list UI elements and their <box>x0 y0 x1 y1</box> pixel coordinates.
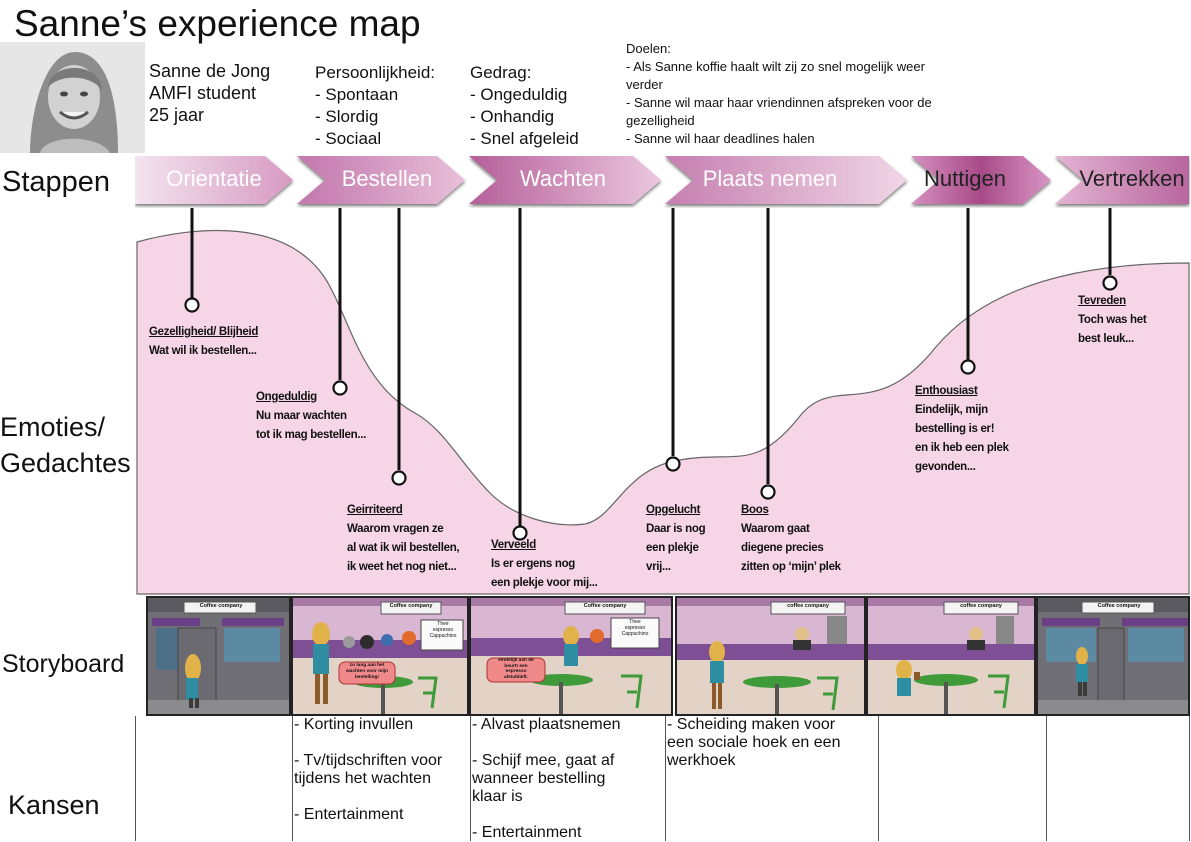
coffee-sign: Coffee company <box>583 603 627 609</box>
kansen-cell-bestellen: - Korting invullen - Tv/tijdschriften vo… <box>292 716 470 841</box>
goals-line: - Als Sanne koffie haalt wilt zij zo sne… <box>626 59 925 74</box>
speech-bubble-order: eindelijk aan de beurt! een espresso als… <box>498 658 534 680</box>
storyboard-panel-vertrekken: Coffee company <box>1036 596 1190 716</box>
emotion-geirriteerd: Geirriteerd Waarom vragen ze al wat ik w… <box>347 504 460 573</box>
step-plaats-nemen: Plaats nemen <box>702 166 838 191</box>
personality-item: - Sociaal <box>315 129 382 148</box>
behavior-item: - Onhandig <box>470 107 555 126</box>
emotion-connectors <box>190 208 1112 526</box>
goals-line: - Sanne wil haar deadlines halen <box>626 131 815 146</box>
persona-details: Sanne de Jong AMFI student 25 jaar <box>149 60 270 126</box>
step-orientatie: Orientatie <box>166 166 262 191</box>
goals-heading: Doelen: <box>626 41 671 56</box>
emotion-enthousiast: Enthousiast Eindelijk, mijn bestelling i… <box>915 385 1009 473</box>
storefront-sign: Coffee company <box>199 603 243 609</box>
behavior-item: - Snel afgeleid <box>470 129 579 148</box>
emotion-ongeduldig: Ongeduldig Nu maar wachten tot ik mag be… <box>256 391 367 441</box>
step-wachten: Wachten <box>519 166 606 191</box>
storefront-sign: Coffee company <box>1097 603 1141 609</box>
behavior-block: Gedrag: - Ongeduldig - Onhandig - Snel a… <box>470 62 579 150</box>
emotion-gezelligheid: Gezelligheid/ Blijheid Wat wil ik bestel… <box>149 326 259 357</box>
menu-board: Thee espresso Cappuchino <box>429 621 457 639</box>
persona-age: 25 jaar <box>149 105 205 125</box>
persona-photo <box>0 42 145 153</box>
row-label-stappen: Stappen <box>2 166 111 198</box>
row-label-storyboard: Storyboard <box>2 650 125 678</box>
emotion-markers <box>184 275 1118 541</box>
goals-line: gezelligheid <box>626 113 695 128</box>
storyboard-panel-nuttigen: coffee company <box>866 596 1036 716</box>
emotion-verveeld: Verveeld Is er ergens nog een plekje voo… <box>491 539 598 589</box>
storyboard-panel-orientatie: Coffee company <box>146 596 291 716</box>
emotion-boos: Boos Waarom gaat diegene precies zitten … <box>741 504 841 573</box>
storyboard-panel-wachten: Coffee company Thee espresso Cappuchino … <box>469 596 673 716</box>
kansen-cell-wachten: - Alvast plaatsnemen - Schijf mee, gaat … <box>470 716 665 841</box>
kansen-table: - Korting invullen - Tv/tijdschriften vo… <box>135 716 1190 841</box>
personality-item: - Spontaan <box>315 85 399 104</box>
step-nuttigen: Nuttigen <box>924 166 1006 191</box>
coffee-sign: Coffee company <box>389 603 433 609</box>
emotion-tevreden: Tevreden Toch was het best leuk... <box>1078 295 1147 345</box>
step-vertrekken: Vertrekken <box>1079 166 1185 191</box>
storyboard-panel-plaats-nemen: coffee company <box>675 596 866 716</box>
page-title: Sanne’s experience map <box>14 3 421 44</box>
steps-bar: Orientatie Bestellen Wachten Plaats neme… <box>135 156 1190 208</box>
persona-name: Sanne de Jong <box>149 61 271 81</box>
row-label-emoties: Emoties/ Gedachtes <box>0 412 131 478</box>
row-label-kansen: Kansen <box>8 790 100 820</box>
persona-occupation: AMFI student <box>149 83 257 103</box>
goals-line: verder <box>626 77 663 92</box>
behavior-item: - Ongeduldig <box>470 85 568 104</box>
kansen-cell-orientatie <box>135 716 292 841</box>
personality-item: - Slordig <box>315 107 379 126</box>
menu-board: Thee espresso Cappuchino <box>621 619 649 637</box>
coffee-sign: coffee company <box>787 603 829 609</box>
goals-line: - Sanne wil maar haar vriendinnen afspre… <box>626 95 932 110</box>
step-bestellen: Bestellen <box>341 166 433 191</box>
kansen-cell-vertrekken <box>1046 716 1190 841</box>
coffee-sign: coffee company <box>960 603 1002 609</box>
emotion-curve <box>136 208 1190 595</box>
personality-heading: Persoonlijkheid: <box>315 63 436 82</box>
emotion-opgelucht: Opgelucht Daar is nog een plekje vrij... <box>646 504 706 573</box>
goals-block: Doelen: - Als Sanne koffie haalt wilt zi… <box>626 40 932 148</box>
kansen-cell-plaats-nemen: - Scheiding maken voor een sociale hoek … <box>665 716 878 841</box>
personality-block: Persoonlijkheid: - Spontaan - Slordig - … <box>315 62 435 150</box>
speech-bubble-waiting: zo lang aan het wachten voor mijn bestel… <box>345 663 389 680</box>
storyboard-panel-bestellen: Coffee company Thee espresso Cappuchino … <box>291 596 469 716</box>
kansen-cell-nuttigen <box>878 716 1046 841</box>
behavior-heading: Gedrag: <box>470 63 532 82</box>
